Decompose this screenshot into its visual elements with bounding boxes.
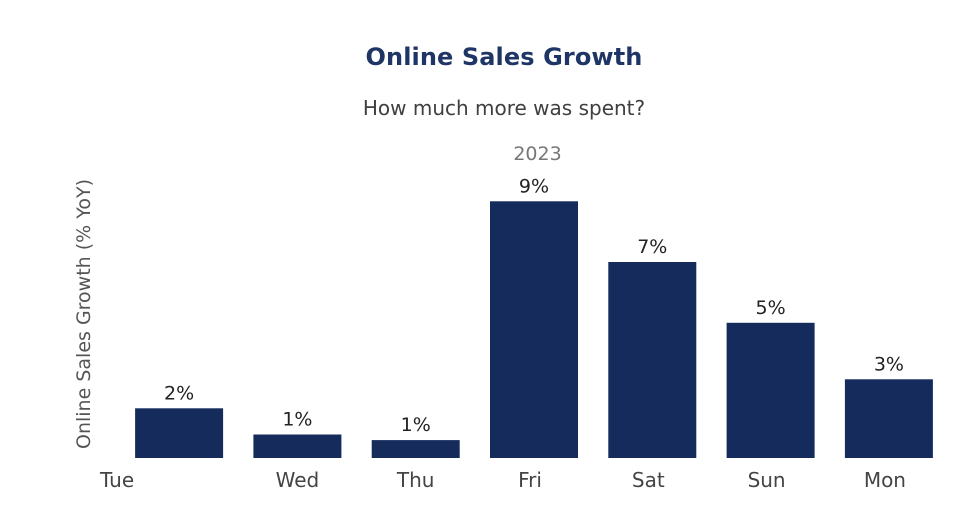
chart-title: Online Sales Growth [365,43,643,71]
bar-sun [726,322,815,458]
bar-fri [490,201,578,459]
bar-thu [371,440,460,458]
x-tick-sun: Sun [748,468,786,492]
x-tick-mon: Mon [864,468,906,492]
data-label-sat: 7% [637,236,667,258]
x-tick-fri: Fri [518,468,542,492]
bar-tue [135,408,224,458]
bar-sat [608,262,697,458]
x-tick-thu: Thu [396,468,435,492]
chart-subtitle: How much more was spent? [362,96,646,120]
data-label-sun: 5% [756,297,786,319]
bar-wed [253,434,342,458]
data-label-tue: 2% [164,382,194,404]
data-label-mon: 3% [874,353,904,375]
x-tick-wed: Wed [276,468,320,492]
x-tick-tue: Tue [99,468,134,492]
x-tick-sat: Sat [632,468,665,492]
bar-mon [844,379,933,458]
period-label: 2023 [513,143,562,165]
data-label-thu: 1% [401,414,431,436]
data-label-wed: 1% [282,409,312,431]
data-label-fri: 9% [519,175,549,197]
